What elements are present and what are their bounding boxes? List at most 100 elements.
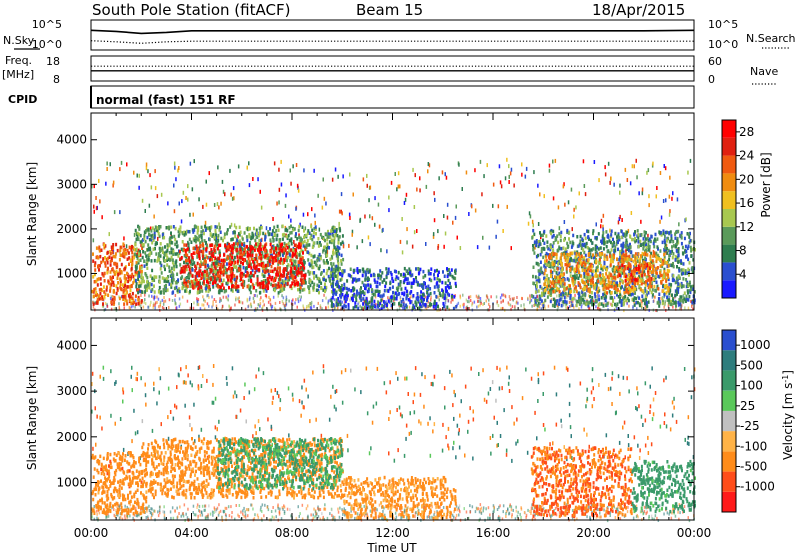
- echo-cell: [170, 231, 172, 235]
- echo-cell: [368, 300, 371, 305]
- echo-cell: [404, 286, 407, 291]
- scatter-speck: [213, 203, 216, 207]
- echo-cell: [337, 302, 339, 307]
- echo-cell: [268, 262, 271, 266]
- scatter-speck: [554, 158, 557, 163]
- scatter-speck: [552, 159, 554, 164]
- echo-cell: [275, 229, 278, 233]
- echo-cell: [258, 238, 261, 243]
- echo-cell: [243, 283, 246, 288]
- echo-cell: [233, 261, 236, 265]
- echo-cell: [127, 251, 130, 255]
- ground-scatter-speck: [501, 293, 503, 297]
- echo-cell: [672, 298, 675, 302]
- echo-cell: [146, 235, 149, 240]
- echo-cell: [283, 270, 286, 274]
- echo-cell: [233, 244, 236, 249]
- echo-cell: [103, 243, 106, 247]
- echo-cell: [340, 242, 342, 246]
- scatter-speck: [499, 180, 502, 185]
- echo-cell: [168, 269, 171, 273]
- echo-cell: [533, 251, 536, 255]
- echo-cell: [165, 226, 168, 230]
- scatter-speck: [604, 165, 606, 170]
- ground-scatter-speck: [381, 298, 384, 302]
- echo-cell: [583, 243, 585, 248]
- echo-cell: [651, 288, 654, 292]
- echo-cell: [270, 232, 273, 237]
- scatter-speck: [506, 204, 508, 209]
- scatter-speck: [378, 224, 381, 229]
- ground-scatter-speck: [645, 305, 647, 309]
- echo-cell: [365, 306, 368, 310]
- echo-cell: [427, 272, 430, 276]
- echo-cell: [210, 225, 213, 229]
- echo-cell: [448, 285, 451, 290]
- scatter-speck: [458, 162, 460, 167]
- echo-cell: [170, 225, 173, 229]
- echo-cell: [183, 254, 186, 258]
- scatter-speck: [321, 205, 324, 210]
- echo-cell: [678, 266, 681, 271]
- echo-cell: [297, 273, 300, 278]
- echo-cell: [207, 285, 210, 290]
- echo-cell: [645, 242, 647, 246]
- scatter-speck: [662, 199, 665, 203]
- echo-cell: [534, 290, 537, 294]
- scatter-speck: [112, 183, 114, 188]
- ground-scatter-speck: [660, 296, 663, 300]
- scatter-speck: [529, 214, 532, 219]
- echo-cell: [313, 260, 316, 265]
- echo-cell: [537, 276, 540, 280]
- ground-scatter-speck: [536, 295, 539, 299]
- echo-cell: [535, 239, 538, 243]
- echo-cell: [364, 278, 367, 282]
- echo-cell: [687, 232, 690, 237]
- echo-cell: [451, 295, 453, 299]
- echo-cell: [380, 306, 383, 311]
- echo-cell: [149, 248, 152, 252]
- ground-scatter-speck: [550, 298, 553, 301]
- echo-cell: [283, 232, 286, 237]
- echo-cell: [176, 252, 179, 256]
- echo-cell: [170, 241, 173, 245]
- echo-cell: [276, 246, 279, 250]
- echo-cell: [104, 292, 107, 296]
- echo-cell: [175, 240, 178, 244]
- ground-scatter-speck: [437, 295, 439, 299]
- scatter-speck: [257, 177, 259, 182]
- ground-scatter-speck: [516, 296, 518, 299]
- echo-cell: [177, 234, 180, 238]
- echo-cell: [142, 250, 145, 254]
- scatter-speck: [149, 226, 152, 231]
- echo-cell: [178, 249, 181, 254]
- echo-cell: [204, 274, 207, 278]
- echo-cell: [332, 288, 335, 292]
- echo-cell: [213, 248, 216, 253]
- ground-scatter-speck: [399, 298, 402, 302]
- scatter-speck: [341, 211, 343, 216]
- ground-scatter-speck: [327, 299, 330, 303]
- echo-cell: [131, 272, 134, 277]
- echo-cell: [293, 253, 295, 257]
- echo-cell: [137, 295, 140, 300]
- echo-cell: [180, 256, 183, 260]
- echo-cell: [135, 281, 138, 286]
- mhz-label: [MHz]: [2, 68, 34, 81]
- ground-scatter-speck: [597, 293, 599, 297]
- echo-cell: [285, 268, 288, 273]
- echo-cell: [176, 288, 179, 293]
- echo-cell: [261, 266, 264, 270]
- echo-cell: [303, 229, 305, 233]
- echo-cell: [199, 289, 201, 293]
- echo-cell: [412, 294, 415, 298]
- echo-cell: [679, 233, 682, 238]
- echo-cell: [445, 289, 448, 293]
- echo-cell: [116, 262, 119, 267]
- echo-cell: [94, 261, 97, 265]
- echo-cell: [639, 243, 642, 247]
- echo-cell: [170, 266, 173, 271]
- echo-cell: [650, 235, 653, 239]
- ground-scatter-speck: [358, 300, 360, 304]
- echo-cell: [165, 276, 168, 281]
